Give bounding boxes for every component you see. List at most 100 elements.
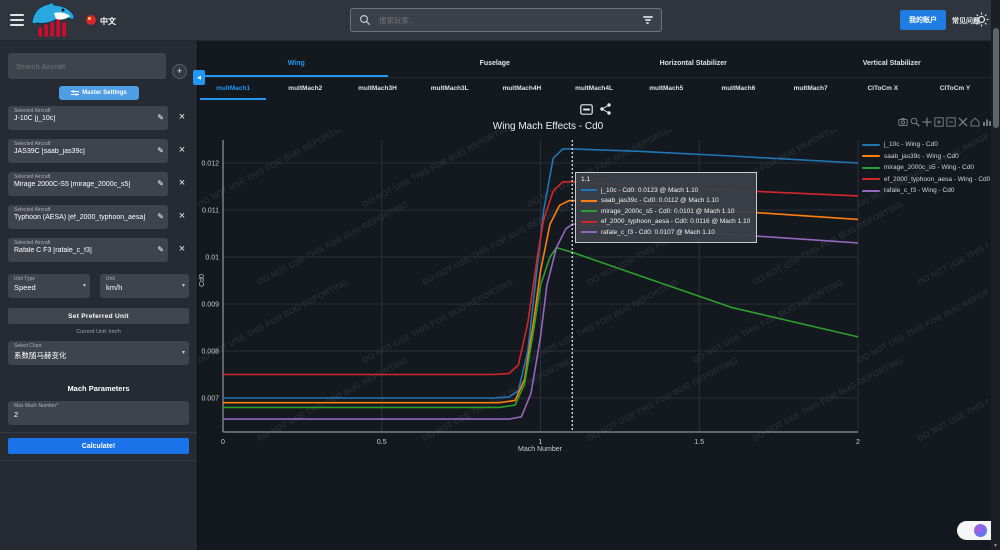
tab-fuselage[interactable]: Fuselage xyxy=(396,50,595,77)
share-icon[interactable] xyxy=(600,103,611,115)
tooltip-row: rafale_c_f3 - Cd0: 0.0107 @ Mach 1.10 xyxy=(581,227,750,238)
master-settings-button[interactable]: Master Settings xyxy=(59,86,139,100)
legend-item[interactable]: saab_jas39c - Wing - Cd0 xyxy=(862,151,990,163)
chevron-down-icon: ▾ xyxy=(83,282,86,289)
zoom-in-icon[interactable] xyxy=(934,117,944,127)
unit-type-value: Speed xyxy=(14,283,78,292)
page-scrollbar[interactable]: ▾ xyxy=(991,0,1000,550)
add-aircraft-button[interactable]: + xyxy=(172,64,187,79)
edit-pencil-icon[interactable]: ✎ xyxy=(157,146,164,155)
remove-aircraft-button[interactable]: × xyxy=(176,145,188,157)
legend-label: saab_jas39c - Wing - Cd0 xyxy=(884,153,959,160)
autoscale-icon[interactable] xyxy=(958,117,968,127)
filter-icon[interactable] xyxy=(642,16,653,25)
set-preferred-unit-button[interactable]: Set Preferred Unit xyxy=(8,308,189,324)
tooltip-text: ef_2000_typhoon_aesa - Cd0: 0.0116 @ Mac… xyxy=(601,218,750,225)
tooltip-swatch xyxy=(581,231,597,233)
player-search-box[interactable] xyxy=(350,8,662,32)
player-search-input[interactable] xyxy=(377,15,642,26)
max-mach-number-field[interactable]: Max Mach Number* 2 xyxy=(8,401,189,425)
select-chart-dropdown[interactable]: Select Chart 系数随马赫变化 ▾ xyxy=(8,341,189,365)
subtab-cltocm-x[interactable]: ClToCm X xyxy=(847,77,919,100)
subtab-multmach7[interactable]: multMach7 xyxy=(775,77,847,100)
zoom-out-icon[interactable] xyxy=(946,117,956,127)
subtab-cltocm-y[interactable]: ClToCm Y xyxy=(919,77,991,100)
svg-text:1: 1 xyxy=(539,439,543,446)
subtab-multmach1[interactable]: multMach1 xyxy=(197,77,269,100)
legend-item[interactable]: mirage_2000c_s5 - Wing - Cd0 xyxy=(862,162,990,174)
scrollbar-down-arrow[interactable]: ▾ xyxy=(991,542,1000,549)
export-image-icon[interactable] xyxy=(580,104,593,115)
selected-aircraft-card[interactable]: Selected Aircraft J-10C [j_10c] ✎ xyxy=(8,106,168,130)
legend-item[interactable]: ef_2000_typhoon_aesa - Wing - Cd0 xyxy=(862,174,990,186)
max-mach-label: Max Mach Number* xyxy=(14,403,177,409)
selected-aircraft-card[interactable]: Selected Aircraft JAS39C [saab_jas39c] ✎ xyxy=(8,139,168,163)
theme-toggle-sun-icon[interactable] xyxy=(974,12,989,27)
remove-aircraft-button[interactable]: × xyxy=(176,211,188,223)
calculate-button[interactable]: Calculate! xyxy=(8,438,189,454)
tooltip-row: mirage_2000c_s5 - Cd0: 0.0101 @ Mach 1.1… xyxy=(581,206,750,217)
plot-modebar xyxy=(898,117,992,127)
menu-icon[interactable] xyxy=(10,14,24,26)
selected-aircraft-label: Selected Aircraft xyxy=(14,108,152,114)
remove-aircraft-button[interactable]: × xyxy=(176,112,188,124)
hover-tooltip: 1.1 j_10c - Cd0: 0.0123 @ Mach 1.10saab_… xyxy=(575,172,757,243)
subtab-multmach6[interactable]: multMach6 xyxy=(702,77,774,100)
selected-aircraft-value: JAS39C [saab_jas39c] xyxy=(14,148,152,155)
aircraft-search-input[interactable] xyxy=(8,53,166,79)
subtab-multmach4l[interactable]: multMach4L xyxy=(558,77,630,100)
edit-pencil-icon[interactable]: ✎ xyxy=(157,212,164,221)
remove-aircraft-button[interactable]: × xyxy=(176,178,188,190)
reset-axes-icon[interactable] xyxy=(970,117,980,127)
scrollbar-thumb[interactable] xyxy=(993,28,999,128)
svg-text:0.01: 0.01 xyxy=(205,255,219,262)
camera-icon[interactable] xyxy=(898,117,908,127)
legend-item[interactable]: j_10c - Wing - Cd0 xyxy=(862,139,990,151)
unit-type-select[interactable]: Unit Type Speed ▾ xyxy=(8,274,90,298)
selected-aircraft-value: Rafale C F3 [rafale_c_f3] xyxy=(14,247,152,254)
zoom-icon[interactable] xyxy=(910,117,920,127)
selected-aircraft-card[interactable]: Selected Aircraft Mirage 2000C-S5 [mirag… xyxy=(8,172,168,196)
tooltip-row: ef_2000_typhoon_aesa - Cd0: 0.0116 @ Mac… xyxy=(581,217,750,228)
app-logo-shark-icon[interactable] xyxy=(27,1,79,39)
edit-pencil-icon[interactable]: ✎ xyxy=(157,179,164,188)
svg-text:2: 2 xyxy=(856,439,860,446)
subtab-multmach4h[interactable]: multMach4H xyxy=(486,77,558,100)
subtab-multmach3l[interactable]: multMach3L xyxy=(414,77,486,100)
x-axis-label: Mach Number xyxy=(198,446,882,453)
sidebar-collapse-button[interactable]: ◀ xyxy=(193,70,205,85)
max-mach-value: 2 xyxy=(14,410,177,419)
tab-wing[interactable]: Wing xyxy=(197,50,396,77)
tab-vertical-stabilizer[interactable]: Vertical Stabilizer xyxy=(793,50,992,77)
my-account-button[interactable]: 我的账户 xyxy=(900,10,946,30)
master-settings-label: Master Settings xyxy=(82,90,127,96)
legend-swatch xyxy=(862,178,880,180)
tooltip-header: 1.1 xyxy=(581,176,750,183)
legend-label: rafale_c_f3 - Wing - Cd0 xyxy=(884,187,954,194)
unit-type-label: Unit Type xyxy=(14,276,78,282)
language-label[interactable]: 中文 xyxy=(100,16,116,27)
widget-orb-icon xyxy=(974,524,987,537)
language-flag-icon[interactable] xyxy=(86,15,96,25)
subtab-multmach5[interactable]: multMach5 xyxy=(630,77,702,100)
legend-item[interactable]: rafale_c_f3 - Wing - Cd0 xyxy=(862,185,990,197)
selected-aircraft-card[interactable]: Selected Aircraft Typhoon (AESA) [ef_200… xyxy=(8,205,168,229)
mach-sub-tabs: multMach1multMach2multMach3HmultMach3Lmu… xyxy=(197,77,991,100)
chart-legend: j_10c - Wing - Cd0 saab_jas39c - Wing - C… xyxy=(862,139,990,197)
legend-label: mirage_2000c_s5 - Wing - Cd0 xyxy=(884,164,974,171)
edit-pencil-icon[interactable]: ✎ xyxy=(157,113,164,122)
edit-pencil-icon[interactable]: ✎ xyxy=(157,245,164,254)
legend-swatch xyxy=(862,155,880,157)
subtab-multmach2[interactable]: multMach2 xyxy=(269,77,341,100)
subtab-multmach3h[interactable]: multMach3H xyxy=(341,77,413,100)
selected-aircraft-card[interactable]: Selected Aircraft Rafale C F3 [rafale_c_… xyxy=(8,238,168,262)
unit-select[interactable]: Unit km/h ▾ xyxy=(100,274,189,298)
legend-swatch xyxy=(862,167,880,169)
tab-horizontal-stabilizer[interactable]: Horizontal Stabilizer xyxy=(594,50,793,77)
remove-aircraft-button[interactable]: × xyxy=(176,244,188,256)
floating-widget-button[interactable] xyxy=(957,521,991,540)
svg-text:1.5: 1.5 xyxy=(694,439,704,446)
divider xyxy=(0,432,197,433)
pan-icon[interactable] xyxy=(922,117,932,127)
tooltip-text: saab_jas39c - Cd0: 0.0112 @ Mach 1.10 xyxy=(601,197,719,204)
